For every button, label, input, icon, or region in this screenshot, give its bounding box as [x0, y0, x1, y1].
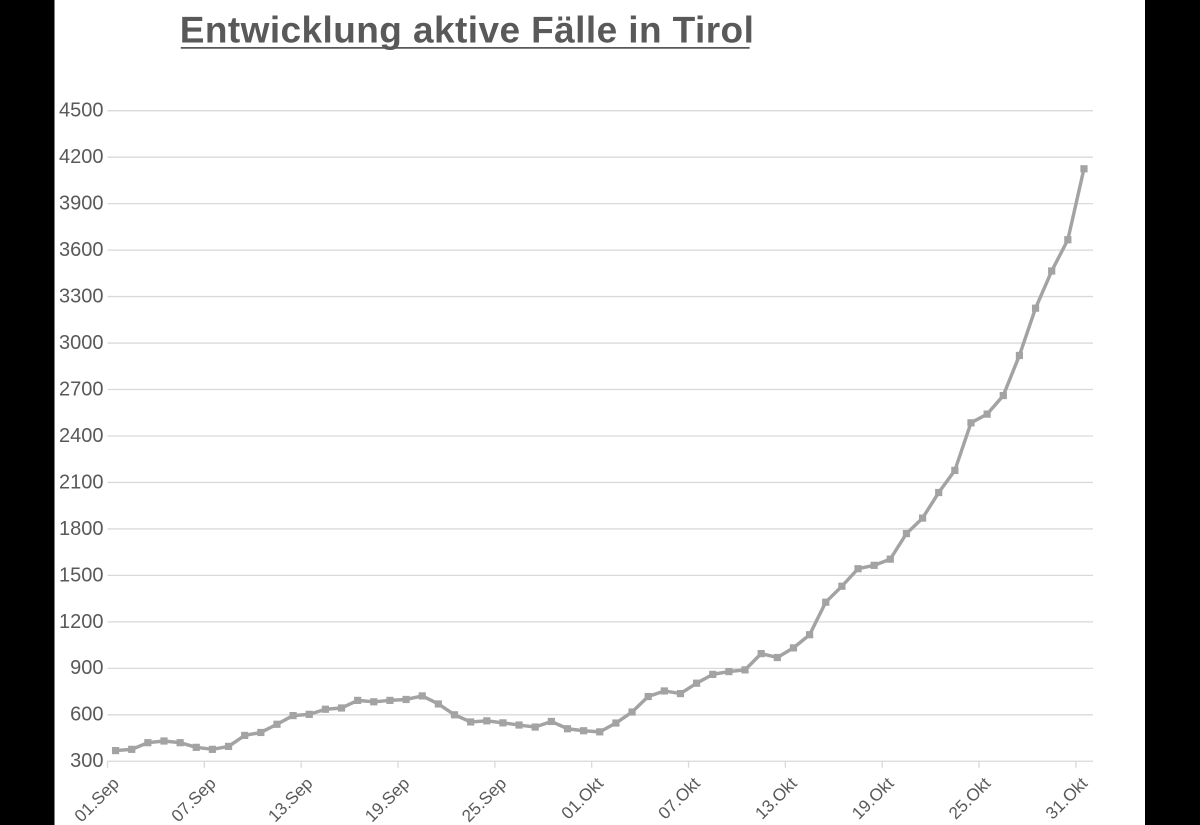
svg-text:3300: 3300 — [59, 285, 104, 307]
svg-text:1500: 1500 — [59, 564, 104, 586]
svg-text:600: 600 — [70, 704, 103, 726]
svg-text:2100: 2100 — [59, 471, 104, 493]
svg-text:300: 300 — [70, 750, 103, 772]
svg-text:1800: 1800 — [59, 518, 104, 540]
svg-text:Entwicklung aktive Fälle in Ti: Entwicklung aktive Fälle in Tirol — [180, 10, 754, 51]
svg-text:900: 900 — [70, 657, 103, 679]
svg-text:1200: 1200 — [59, 611, 104, 633]
svg-text:3900: 3900 — [59, 193, 104, 215]
svg-text:4500: 4500 — [59, 100, 104, 122]
svg-text:3000: 3000 — [59, 332, 104, 354]
svg-text:2700: 2700 — [59, 378, 104, 400]
svg-text:4200: 4200 — [59, 146, 104, 168]
svg-text:2400: 2400 — [59, 425, 104, 447]
svg-text:3600: 3600 — [59, 239, 104, 261]
